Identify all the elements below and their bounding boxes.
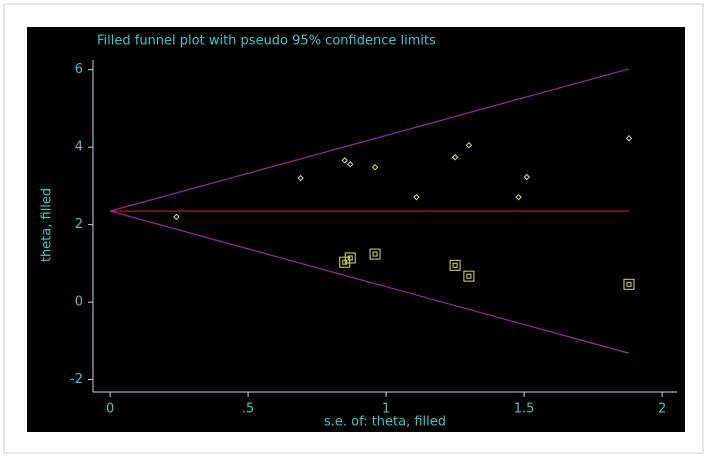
y-tick-label: 6: [75, 62, 83, 77]
y-tick-label: 2: [75, 217, 83, 232]
marker-diamond: [341, 157, 348, 164]
point: [465, 142, 473, 149]
marker-diamond: [465, 142, 473, 149]
y-tick-label: 4: [75, 140, 83, 155]
x-axis-label: s.e. of: theta, filled: [324, 415, 446, 430]
point: [451, 154, 459, 161]
marker-square: [344, 252, 356, 264]
marker-dot: [452, 262, 458, 268]
marker-diamond: [515, 193, 522, 201]
y-tick-label: 0: [75, 295, 83, 310]
marker-dot: [466, 273, 472, 279]
marker-square: [623, 278, 635, 290]
point: [341, 157, 348, 164]
point: [515, 193, 522, 201]
y-axis-label: theta, filled: [40, 188, 55, 262]
point: [449, 259, 461, 271]
point: [369, 248, 381, 260]
x-tick-label: 1.5: [514, 402, 535, 417]
x-tick-label: 1: [382, 402, 390, 417]
y-tick-label: -2: [70, 372, 83, 387]
marker-diamond: [173, 213, 180, 221]
marker-dot: [626, 281, 632, 287]
marker-dot: [347, 255, 353, 261]
marker-diamond: [413, 193, 420, 201]
point: [347, 161, 354, 168]
marker-dot: [372, 251, 378, 257]
point: [339, 256, 351, 268]
marker-square: [463, 270, 475, 282]
point: [297, 174, 304, 182]
marker-diamond: [297, 174, 304, 182]
limit-line: [109, 210, 630, 354]
marker-diamond: [347, 161, 354, 168]
point: [523, 173, 531, 181]
point: [371, 164, 379, 171]
marker-dot: [342, 259, 348, 265]
plot-background: [27, 27, 685, 432]
marker-diamond: [625, 135, 633, 142]
point: [173, 213, 180, 221]
marker-diamond: [523, 173, 531, 181]
marker-square: [369, 248, 381, 260]
limit-line: [109, 68, 630, 212]
x-tick-label: 2: [658, 402, 666, 417]
marker-square: [339, 256, 351, 268]
x-tick-label: 0: [106, 402, 114, 417]
marker-diamond: [451, 154, 459, 161]
point: [344, 252, 356, 264]
point: [625, 135, 633, 142]
marker-square: [449, 259, 461, 271]
x-tick-label: .5: [242, 402, 254, 417]
point: [623, 278, 635, 290]
point: [463, 270, 475, 282]
point: [413, 193, 420, 201]
marker-diamond: [371, 164, 379, 171]
chart-title: Filled funnel plot with pseudo 95% confi…: [97, 34, 436, 49]
